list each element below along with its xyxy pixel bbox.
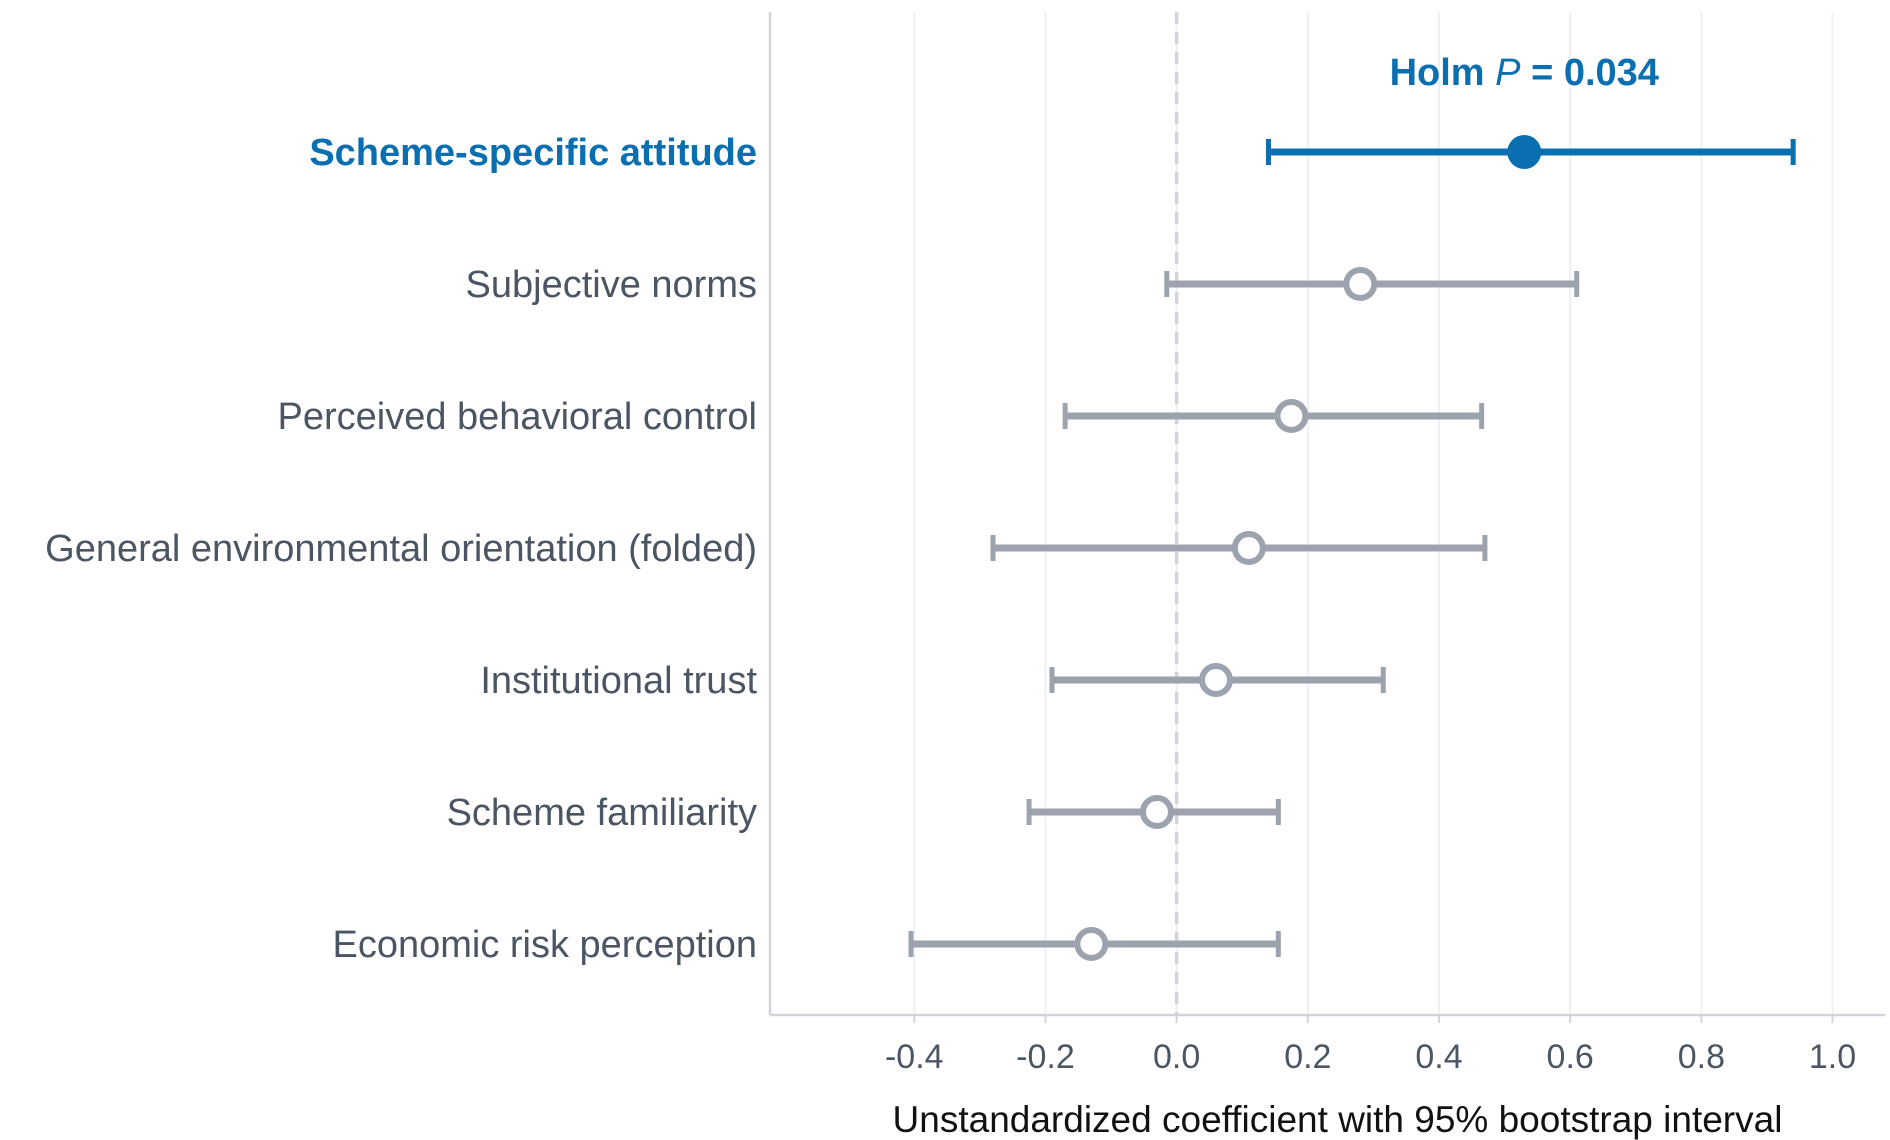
coef-row-4: Institutional trust xyxy=(480,660,1386,702)
x-tick-label-0: -0.4 xyxy=(885,1038,944,1076)
estimate-point-3 xyxy=(1231,531,1266,565)
annotation-value: = 0.034 xyxy=(1521,52,1659,94)
x-tick-label-1: -0.2 xyxy=(1016,1038,1075,1076)
x-tick-label-2: 0.0 xyxy=(1153,1038,1200,1076)
row-label-6: Economic risk perception xyxy=(332,924,757,966)
x-tick-label-3: 0.2 xyxy=(1284,1038,1331,1076)
x-tick-label-5: 0.6 xyxy=(1547,1038,1594,1076)
row-label-3: General environmental orientation (folde… xyxy=(45,528,757,570)
estimate-point-6 xyxy=(1074,927,1109,961)
annotation-italic-p: P xyxy=(1495,52,1521,94)
x-tick-label-6: 0.8 xyxy=(1678,1038,1725,1076)
annotation-prefix: Holm xyxy=(1390,52,1496,94)
coef-row-5: Scheme familiarity xyxy=(447,792,1281,834)
row-label-5: Scheme familiarity xyxy=(447,792,757,834)
estimate-point-2 xyxy=(1274,399,1309,433)
coef-row-1: Subjective norms xyxy=(466,264,1580,306)
row-label-2: Perceived behavioral control xyxy=(278,396,758,438)
grid-lines xyxy=(913,12,1834,1015)
coef-row-6: Economic risk perception xyxy=(332,924,1281,966)
coef-row-3: General environmental orientation (folde… xyxy=(45,528,1488,570)
estimate-point-4 xyxy=(1199,663,1233,697)
coefficient-rows: Scheme-specific attitude Subjective norms… xyxy=(45,132,1796,966)
estimate-point-5 xyxy=(1139,795,1174,829)
coef-row-0: Scheme-specific attitude xyxy=(309,132,1796,174)
coef-row-2: Perceived behavioral control xyxy=(278,396,1485,438)
holm-p-annotation: Holm P = 0.034 xyxy=(1390,52,1659,94)
x-tick-label-7: 1.0 xyxy=(1809,1038,1856,1076)
estimate-point-0 xyxy=(1507,135,1542,169)
estimate-point-1 xyxy=(1343,267,1378,301)
x-axis-title: Unstandardized coefficient with 95% boot… xyxy=(893,1099,1783,1140)
row-label-0: Scheme-specific attitude xyxy=(309,132,757,174)
row-label-1: Subjective norms xyxy=(466,264,757,306)
x-axis-ticks: -0.4 -0.2 0.0 0.2 0.4 0.6 0.8 1.0 xyxy=(885,1015,1856,1076)
row-label-4: Institutional trust xyxy=(480,660,757,702)
x-tick-label-4: 0.4 xyxy=(1415,1038,1462,1076)
